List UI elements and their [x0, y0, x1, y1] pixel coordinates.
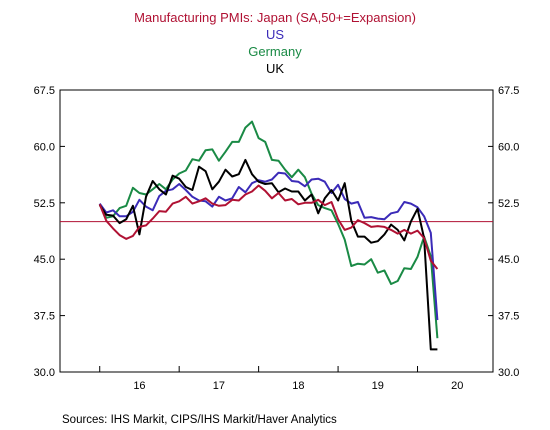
x-tick-label: 20	[451, 380, 463, 392]
x-tick-label: 19	[372, 380, 384, 392]
series-line-1	[98, 171, 439, 321]
title-line-1: US	[266, 27, 284, 42]
x-tick-label: 18	[292, 380, 304, 392]
y-tick-label-right: 67.5	[498, 85, 519, 97]
y-tick-label-left: 45.0	[34, 254, 55, 266]
series-line-3	[98, 184, 439, 270]
title-line-2: Germany	[248, 44, 302, 59]
title-line-0: Manufacturing PMIs: Japan (SA,50+=Expans…	[134, 10, 416, 25]
x-tick-label: 17	[213, 380, 225, 392]
y-tick-label-right: 37.5	[498, 311, 519, 323]
title-line-3: UK	[266, 61, 284, 76]
x-tick-label: 16	[133, 380, 145, 392]
y-tick-label-right: 52.5	[498, 198, 519, 210]
source-note: Sources: IHS Markit, CIPS/IHS Markit/Hav…	[62, 414, 337, 426]
y-tick-label-right: 60.0	[498, 141, 519, 153]
y-tick-label-left: 67.5	[34, 85, 55, 97]
y-tick-label-left: 30.0	[34, 367, 55, 379]
plot-area: 30.0 30.0 37.5 37.5 45.0 45.0 52.5 52.5 60.0 60.0…	[34, 85, 520, 392]
y-tick-label-right: 30.0	[498, 367, 519, 379]
y-tick-label-left: 52.5	[34, 198, 55, 210]
plot-frame	[59, 89, 494, 373]
chart-title-block: Manufacturing PMIs: Japan (SA,50+=Expans…	[134, 10, 416, 76]
y-tick-label-left: 37.5	[34, 311, 55, 323]
series-line-2	[98, 158, 438, 351]
y-tick-label-right: 45.0	[498, 254, 519, 266]
y-tick-label-left: 60.0	[34, 141, 55, 153]
